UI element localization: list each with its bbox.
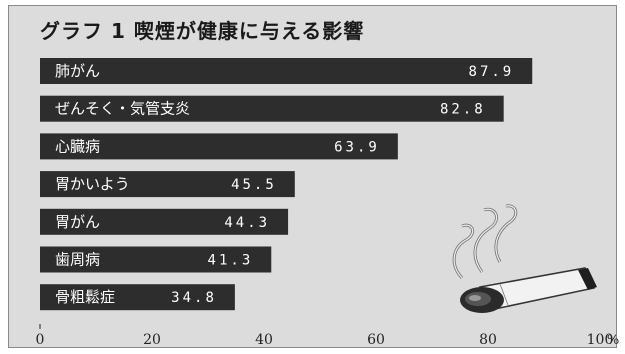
- x-tick-label: 40: [255, 332, 273, 348]
- x-tick-label: 20: [143, 332, 161, 348]
- bar-value-label: 44.3: [224, 215, 270, 231]
- bar-value-label: 34.8: [171, 290, 217, 306]
- bar-category-label: ぜんそく・気管支炎: [55, 100, 190, 118]
- x-tick-label: 100: [587, 332, 614, 348]
- bar: [40, 133, 398, 160]
- bar: [40, 58, 533, 84]
- bar-value-label: 45.5: [231, 177, 277, 193]
- bar: [40, 208, 289, 235]
- bar: [40, 171, 295, 198]
- bar: [40, 246, 272, 273]
- bar-value-label: 82.8: [440, 102, 486, 118]
- chart-title: グラフ 1 喫煙が健康に与える影響: [40, 19, 365, 43]
- bar: [40, 284, 235, 311]
- x-tick-label: 60: [367, 332, 385, 348]
- cigarette-smoke-illustration: [452, 204, 597, 313]
- bar-category-label: 胃がん: [55, 213, 100, 231]
- bar-category-label: 歯周病: [55, 251, 100, 269]
- bar-value-label: 41.3: [208, 253, 254, 269]
- bar-value-label: 87.9: [469, 64, 515, 80]
- bar-category-label: 胃かいよう: [55, 175, 130, 193]
- x-tick-label: 0: [36, 332, 45, 348]
- bar-category-label: 心臓病: [55, 137, 100, 155]
- x-axis: 0 20 40 60 80 100%: [36, 324, 619, 348]
- bar-category-label: 骨粗鬆症: [55, 288, 115, 306]
- bar-value-label: 63.9: [334, 139, 380, 155]
- bar: [40, 95, 504, 122]
- x-axis-unit: %: [607, 333, 619, 348]
- x-tick-label: 80: [479, 332, 497, 348]
- bar-category-label: 肺がん: [55, 62, 100, 80]
